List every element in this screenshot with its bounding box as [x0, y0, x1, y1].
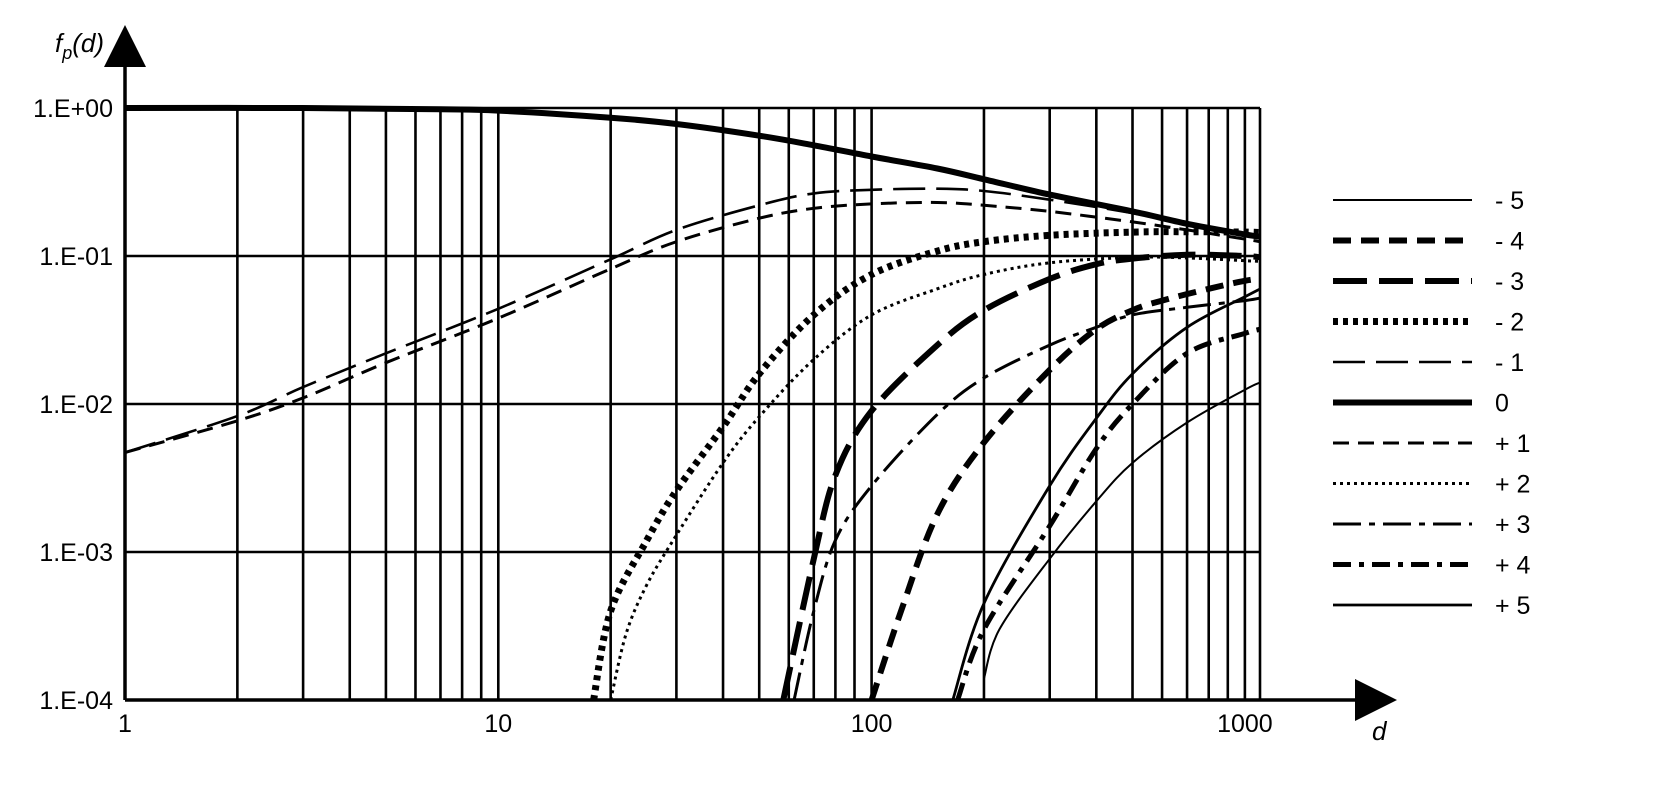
series-line	[124, 104, 1261, 240]
y-tick-label: 1.E-02	[39, 391, 113, 419]
series-line	[609, 255, 1261, 701]
series-line	[124, 187, 1261, 454]
legend-label: - 5	[1495, 187, 1524, 215]
legend-label: - 3	[1495, 268, 1524, 296]
y-axis-title: fp(d)	[55, 28, 104, 63]
series-lines	[124, 104, 1261, 701]
y-axis-title-arg: (d)	[72, 28, 104, 58]
series-line	[955, 326, 1261, 701]
legend-label: + 5	[1495, 592, 1530, 620]
y-tick-label: 1.E-04	[39, 687, 113, 715]
legend-label: - 2	[1495, 309, 1524, 337]
x-tick-label: 1	[118, 710, 132, 738]
legend-label: - 4	[1495, 228, 1524, 256]
series-line	[951, 287, 1261, 701]
tick-labels: 1 10 100 1000 1.E+00 1.E-01 1.E-02 1.E-03 1.E-04	[33, 95, 1273, 738]
legend-label: - 1	[1495, 349, 1524, 377]
series-line	[124, 200, 1261, 454]
x-tick-label: 100	[851, 710, 893, 738]
grid	[125, 106, 1262, 700]
series-line	[780, 251, 1261, 701]
x-tick-label: 1000	[1217, 710, 1273, 738]
x-axis-title: d	[1372, 716, 1388, 746]
legend: - 5 - 4 - 3 - 2 - 1 0 + 1 + 2 + 3 + 4 + 5	[1333, 187, 1531, 620]
x-tick-label: 10	[484, 710, 512, 738]
y-tick-label: 1.E-03	[39, 539, 113, 567]
legend-label: + 4	[1495, 552, 1531, 580]
series-line	[983, 381, 1261, 679]
legend-label: + 1	[1495, 430, 1530, 458]
legend-label: + 3	[1495, 511, 1530, 539]
series-line	[792, 296, 1261, 701]
legend-label: 0	[1495, 390, 1509, 418]
legend-label: + 2	[1495, 471, 1530, 499]
y-tick-label: 1.E+00	[33, 95, 113, 123]
series-line	[868, 275, 1261, 701]
y-tick-label: 1.E-01	[39, 243, 113, 271]
y-axis-title-sub: p	[61, 43, 72, 63]
y-axis-title-f: f	[55, 28, 65, 58]
